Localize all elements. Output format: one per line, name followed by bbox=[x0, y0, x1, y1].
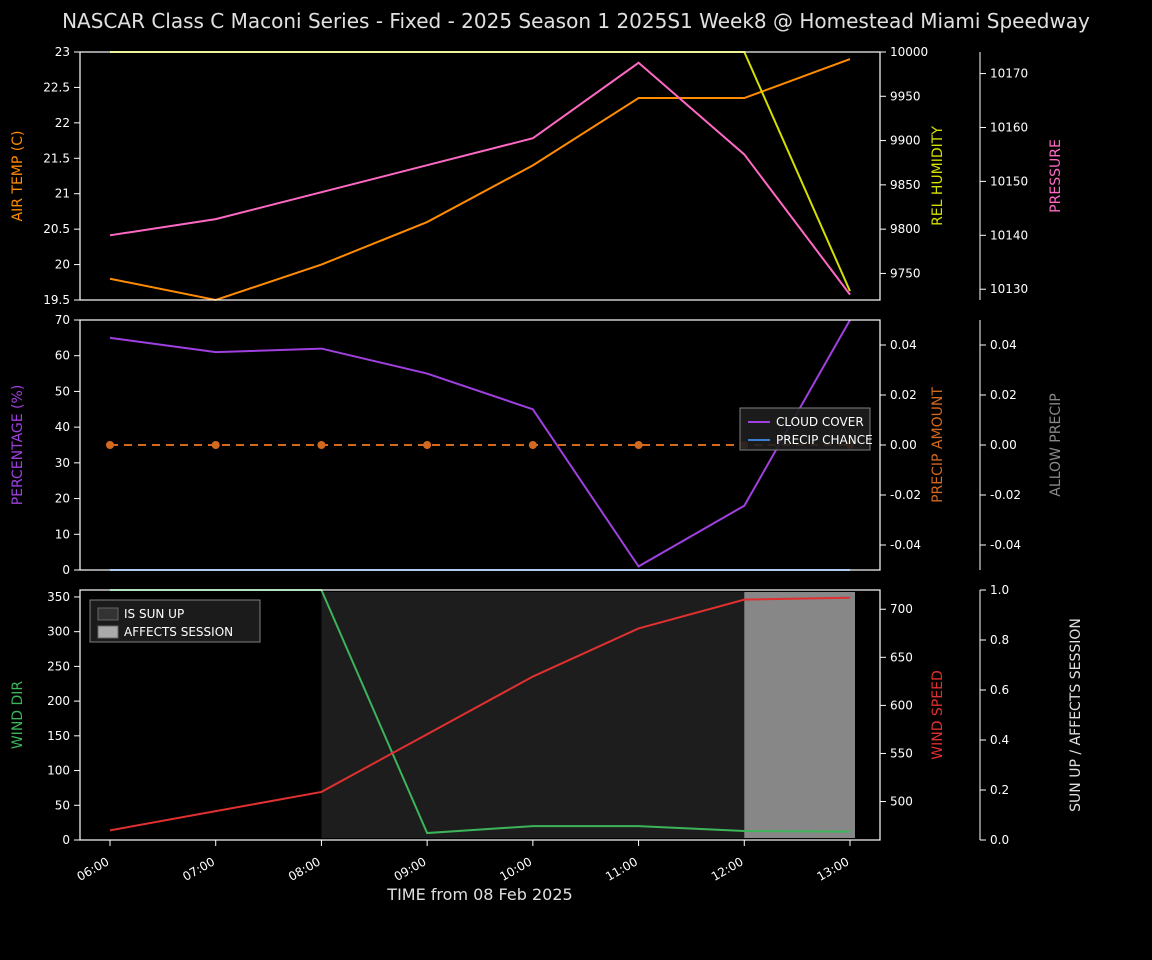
svg-text:0.6: 0.6 bbox=[990, 683, 1009, 697]
svg-text:550: 550 bbox=[890, 746, 913, 760]
svg-text:0.4: 0.4 bbox=[990, 733, 1009, 747]
svg-text:0.02: 0.02 bbox=[890, 388, 917, 402]
svg-text:0: 0 bbox=[62, 833, 70, 847]
y-axis-label: PRECIP AMOUNT bbox=[930, 387, 946, 503]
svg-text:30: 30 bbox=[55, 456, 70, 470]
y-axis-label: WIND DIR bbox=[10, 681, 26, 750]
svg-text:100: 100 bbox=[47, 764, 70, 778]
svg-text:200: 200 bbox=[47, 694, 70, 708]
svg-text:150: 150 bbox=[47, 729, 70, 743]
svg-text:PRECIP CHANCE: PRECIP CHANCE bbox=[776, 433, 873, 447]
y-axis-label: ALLOW PRECIP bbox=[1048, 393, 1064, 496]
chart-title: NASCAR Class C Maconi Series - Fixed - 2… bbox=[62, 9, 1090, 33]
svg-text:0.2: 0.2 bbox=[990, 783, 1009, 797]
svg-text:-0.04: -0.04 bbox=[990, 538, 1021, 552]
svg-text:250: 250 bbox=[47, 659, 70, 673]
svg-text:9750: 9750 bbox=[890, 266, 921, 280]
svg-text:0.00: 0.00 bbox=[890, 438, 917, 452]
svg-text:20.5: 20.5 bbox=[43, 222, 70, 236]
svg-text:20: 20 bbox=[55, 258, 70, 272]
svg-text:23: 23 bbox=[55, 45, 70, 59]
svg-text:21: 21 bbox=[55, 187, 70, 201]
svg-text:AFFECTS SESSION: AFFECTS SESSION bbox=[124, 625, 233, 639]
svg-text:0.04: 0.04 bbox=[990, 338, 1017, 352]
svg-text:IS SUN UP: IS SUN UP bbox=[124, 607, 184, 621]
affects-session-region bbox=[744, 592, 855, 838]
svg-text:19.5: 19.5 bbox=[43, 293, 70, 307]
svg-text:0: 0 bbox=[62, 563, 70, 577]
svg-text:70: 70 bbox=[55, 313, 70, 327]
svg-text:10170: 10170 bbox=[990, 67, 1028, 81]
svg-text:500: 500 bbox=[890, 795, 913, 809]
svg-text:20: 20 bbox=[55, 492, 70, 506]
svg-text:10150: 10150 bbox=[990, 174, 1028, 188]
svg-text:60: 60 bbox=[55, 349, 70, 363]
svg-text:10: 10 bbox=[55, 527, 70, 541]
svg-text:10130: 10130 bbox=[990, 282, 1028, 296]
svg-text:0.00: 0.00 bbox=[990, 438, 1017, 452]
svg-text:-0.02: -0.02 bbox=[990, 488, 1021, 502]
svg-text:40: 40 bbox=[55, 420, 70, 434]
svg-text:-0.04: -0.04 bbox=[890, 538, 921, 552]
svg-text:10140: 10140 bbox=[990, 228, 1028, 242]
svg-text:600: 600 bbox=[890, 698, 913, 712]
svg-text:10000: 10000 bbox=[890, 45, 928, 59]
svg-text:0.02: 0.02 bbox=[990, 388, 1017, 402]
y-axis-label: REL HUMIDITY bbox=[930, 126, 946, 226]
y-axis-label: SUN UP / AFFECTS SESSION bbox=[1068, 618, 1084, 812]
svg-text:0.8: 0.8 bbox=[990, 633, 1009, 647]
svg-text:22.5: 22.5 bbox=[43, 80, 70, 94]
svg-text:650: 650 bbox=[890, 650, 913, 664]
svg-text:50: 50 bbox=[55, 384, 70, 398]
svg-text:21.5: 21.5 bbox=[43, 151, 70, 165]
y-axis-label: WIND SPEED bbox=[930, 670, 946, 759]
svg-text:10160: 10160 bbox=[990, 120, 1028, 134]
y-axis-label: AIR TEMP (C) bbox=[10, 131, 26, 222]
svg-text:9800: 9800 bbox=[890, 222, 921, 236]
y-axis-label: PERCENTAGE (%) bbox=[10, 385, 26, 506]
svg-text:300: 300 bbox=[47, 625, 70, 639]
x-axis-label: TIME from 08 Feb 2025 bbox=[386, 885, 572, 904]
svg-text:22: 22 bbox=[55, 116, 70, 130]
svg-text:50: 50 bbox=[55, 798, 70, 812]
svg-text:9950: 9950 bbox=[890, 89, 921, 103]
svg-text:350: 350 bbox=[47, 590, 70, 604]
y-axis-label: PRESSURE bbox=[1048, 139, 1064, 213]
svg-text:0.04: 0.04 bbox=[890, 338, 917, 352]
svg-text:-0.02: -0.02 bbox=[890, 488, 921, 502]
svg-text:0.0: 0.0 bbox=[990, 833, 1009, 847]
svg-text:CLOUD COVER: CLOUD COVER bbox=[776, 415, 864, 429]
weather-chart: NASCAR Class C Maconi Series - Fixed - 2… bbox=[0, 0, 1152, 960]
svg-text:9850: 9850 bbox=[890, 178, 921, 192]
svg-text:9900: 9900 bbox=[890, 134, 921, 148]
svg-text:1.0: 1.0 bbox=[990, 583, 1009, 597]
svg-text:700: 700 bbox=[890, 602, 913, 616]
